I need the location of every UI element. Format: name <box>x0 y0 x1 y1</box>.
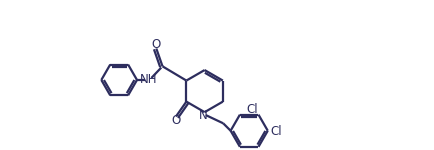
Text: NH: NH <box>139 74 157 86</box>
Text: Cl: Cl <box>246 103 258 116</box>
Text: O: O <box>151 38 161 51</box>
Text: N: N <box>199 109 208 122</box>
Text: O: O <box>172 114 181 128</box>
Text: Cl: Cl <box>270 125 282 138</box>
